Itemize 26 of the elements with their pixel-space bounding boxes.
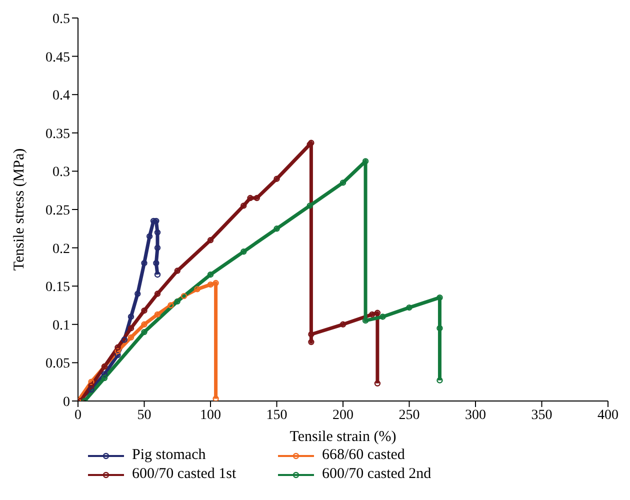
legend-label: 668/60 casted (322, 447, 405, 464)
y-tick-label: 0.5 (52, 12, 70, 27)
y-tick-label: 0.15 (46, 280, 70, 296)
y-tick-label: 0.2 (52, 242, 70, 257)
y-tick-label: 0 (63, 394, 70, 410)
x-axis-title: Tensile strain (%) (290, 429, 396, 445)
x-tick-label: 250 (398, 408, 420, 423)
y-tick-label: 0.3 (52, 165, 70, 180)
x-tick-label: 100 (200, 408, 221, 423)
y-tick-label: 0.45 (46, 50, 70, 66)
y-tick-label: 0.1 (52, 318, 70, 334)
x-tick-label: 50 (137, 408, 152, 423)
x-tick-label: 300 (465, 408, 486, 423)
legend-label: 600/70 casted 2nd (322, 466, 432, 483)
y-tick-label: 0.4 (52, 88, 70, 104)
x-tick-label: 350 (531, 408, 552, 423)
legend-label: 600/70 casted 1st (132, 466, 236, 483)
legend-label: Pig stomach (132, 447, 206, 464)
y-axis-title: Tensile stress (MPa) (11, 148, 28, 271)
x-tick-label: 150 (266, 408, 288, 423)
y-tick-label: 0.35 (46, 126, 70, 142)
y-tick-label: 0.05 (46, 356, 70, 372)
y-tick-label: 0.25 (46, 203, 70, 218)
x-tick-label: 200 (332, 408, 354, 423)
x-tick-label: 400 (598, 408, 618, 423)
x-tick-label: 0 (74, 408, 82, 423)
